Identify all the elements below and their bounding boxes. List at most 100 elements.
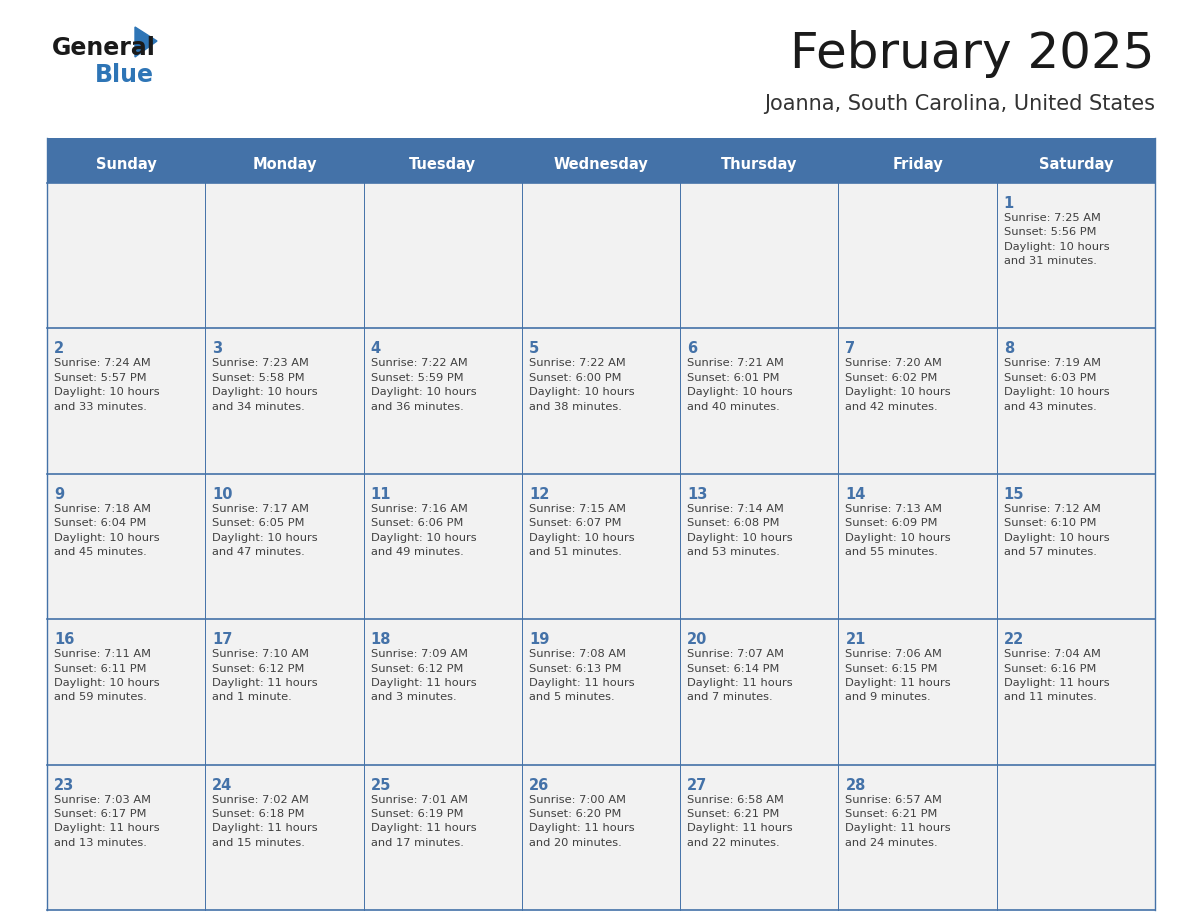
Text: Sunrise: 7:06 AM
Sunset: 6:15 PM
Daylight: 11 hours
and 9 minutes.: Sunrise: 7:06 AM Sunset: 6:15 PM Dayligh…	[846, 649, 952, 702]
Text: Wednesday: Wednesday	[554, 156, 649, 172]
Bar	[839, 145, 997, 183]
Text: Sunrise: 7:15 AM
Sunset: 6:07 PM
Daylight: 10 hours
and 51 minutes.: Sunrise: 7:15 AM Sunset: 6:07 PM Dayligh…	[529, 504, 634, 557]
Text: February 2025: February 2025	[790, 30, 1155, 78]
Text: 11: 11	[371, 487, 391, 502]
Text: Sunrise: 7:04 AM
Sunset: 6:16 PM
Daylight: 11 hours
and 11 minutes.: Sunrise: 7:04 AM Sunset: 6:16 PM Dayligh…	[1004, 649, 1110, 702]
Bar	[681, 620, 839, 765]
Text: Sunrise: 7:16 AM
Sunset: 6:06 PM
Daylight: 10 hours
and 49 minutes.: Sunrise: 7:16 AM Sunset: 6:06 PM Dayligh…	[371, 504, 476, 557]
Text: Sunrise: 7:12 AM
Sunset: 6:10 PM
Daylight: 10 hours
and 57 minutes.: Sunrise: 7:12 AM Sunset: 6:10 PM Dayligh…	[1004, 504, 1110, 557]
Text: 10: 10	[213, 487, 233, 502]
Bar	[48, 765, 206, 910]
Text: Blue: Blue	[95, 63, 154, 87]
Bar	[364, 474, 522, 620]
Bar	[48, 183, 206, 329]
Bar	[839, 765, 997, 910]
Text: 23: 23	[53, 778, 74, 792]
Text: 17: 17	[213, 633, 233, 647]
Bar	[206, 474, 364, 620]
Text: Sunrise: 7:22 AM
Sunset: 5:59 PM
Daylight: 10 hours
and 36 minutes.: Sunrise: 7:22 AM Sunset: 5:59 PM Dayligh…	[371, 358, 476, 411]
Bar	[364, 765, 522, 910]
Text: Sunrise: 7:17 AM
Sunset: 6:05 PM
Daylight: 10 hours
and 47 minutes.: Sunrise: 7:17 AM Sunset: 6:05 PM Dayligh…	[213, 504, 318, 557]
Text: Sunrise: 7:09 AM
Sunset: 6:12 PM
Daylight: 11 hours
and 3 minutes.: Sunrise: 7:09 AM Sunset: 6:12 PM Dayligh…	[371, 649, 476, 702]
Text: 16: 16	[53, 633, 75, 647]
Bar	[681, 183, 839, 329]
Bar	[681, 145, 839, 183]
Text: Sunrise: 6:57 AM
Sunset: 6:21 PM
Daylight: 11 hours
and 24 minutes.: Sunrise: 6:57 AM Sunset: 6:21 PM Dayligh…	[846, 795, 952, 848]
Text: Sunrise: 7:00 AM
Sunset: 6:20 PM
Daylight: 11 hours
and 20 minutes.: Sunrise: 7:00 AM Sunset: 6:20 PM Dayligh…	[529, 795, 634, 848]
Text: 25: 25	[371, 778, 391, 792]
Bar	[997, 329, 1155, 474]
Text: Saturday: Saturday	[1038, 156, 1113, 172]
Text: Thursday: Thursday	[721, 156, 797, 172]
Text: 5: 5	[529, 341, 539, 356]
Text: 21: 21	[846, 633, 866, 647]
Bar	[206, 329, 364, 474]
Bar	[839, 183, 997, 329]
Bar	[48, 145, 206, 183]
Polygon shape	[135, 27, 157, 57]
Bar	[522, 765, 681, 910]
Text: 26: 26	[529, 778, 549, 792]
Bar	[522, 145, 681, 183]
Text: 27: 27	[687, 778, 707, 792]
Bar	[681, 474, 839, 620]
Bar	[206, 183, 364, 329]
Bar	[206, 620, 364, 765]
Text: 18: 18	[371, 633, 391, 647]
Text: 22: 22	[1004, 633, 1024, 647]
Bar	[48, 138, 1155, 145]
Text: 12: 12	[529, 487, 549, 502]
Bar	[48, 620, 206, 765]
Bar	[522, 474, 681, 620]
Text: Sunrise: 7:14 AM
Sunset: 6:08 PM
Daylight: 10 hours
and 53 minutes.: Sunrise: 7:14 AM Sunset: 6:08 PM Dayligh…	[687, 504, 792, 557]
Text: 4: 4	[371, 341, 380, 356]
Text: Sunrise: 7:23 AM
Sunset: 5:58 PM
Daylight: 10 hours
and 34 minutes.: Sunrise: 7:23 AM Sunset: 5:58 PM Dayligh…	[213, 358, 318, 411]
Text: General: General	[52, 36, 156, 60]
Bar	[364, 145, 522, 183]
Bar	[997, 474, 1155, 620]
Bar	[48, 474, 206, 620]
Text: Sunrise: 7:22 AM
Sunset: 6:00 PM
Daylight: 10 hours
and 38 minutes.: Sunrise: 7:22 AM Sunset: 6:00 PM Dayligh…	[529, 358, 634, 411]
Text: 20: 20	[687, 633, 708, 647]
Text: 15: 15	[1004, 487, 1024, 502]
Bar	[997, 145, 1155, 183]
Text: 2: 2	[53, 341, 64, 356]
Text: Tuesday: Tuesday	[409, 156, 476, 172]
Bar	[839, 474, 997, 620]
Text: 3: 3	[213, 341, 222, 356]
Text: 14: 14	[846, 487, 866, 502]
Bar	[206, 145, 364, 183]
Bar	[522, 329, 681, 474]
Bar	[839, 329, 997, 474]
Text: Sunrise: 7:01 AM
Sunset: 6:19 PM
Daylight: 11 hours
and 17 minutes.: Sunrise: 7:01 AM Sunset: 6:19 PM Dayligh…	[371, 795, 476, 848]
Text: Sunrise: 7:07 AM
Sunset: 6:14 PM
Daylight: 11 hours
and 7 minutes.: Sunrise: 7:07 AM Sunset: 6:14 PM Dayligh…	[687, 649, 792, 702]
Text: Sunrise: 7:03 AM
Sunset: 6:17 PM
Daylight: 11 hours
and 13 minutes.: Sunrise: 7:03 AM Sunset: 6:17 PM Dayligh…	[53, 795, 159, 848]
Text: Sunrise: 7:08 AM
Sunset: 6:13 PM
Daylight: 11 hours
and 5 minutes.: Sunrise: 7:08 AM Sunset: 6:13 PM Dayligh…	[529, 649, 634, 702]
Bar	[997, 765, 1155, 910]
Bar	[681, 329, 839, 474]
Bar	[681, 765, 839, 910]
Bar	[522, 183, 681, 329]
Text: Sunrise: 7:21 AM
Sunset: 6:01 PM
Daylight: 10 hours
and 40 minutes.: Sunrise: 7:21 AM Sunset: 6:01 PM Dayligh…	[687, 358, 792, 411]
Text: Sunrise: 7:02 AM
Sunset: 6:18 PM
Daylight: 11 hours
and 15 minutes.: Sunrise: 7:02 AM Sunset: 6:18 PM Dayligh…	[213, 795, 318, 848]
Text: Sunrise: 7:20 AM
Sunset: 6:02 PM
Daylight: 10 hours
and 42 minutes.: Sunrise: 7:20 AM Sunset: 6:02 PM Dayligh…	[846, 358, 952, 411]
Text: 8: 8	[1004, 341, 1015, 356]
Text: Monday: Monday	[252, 156, 317, 172]
Text: Sunrise: 7:11 AM
Sunset: 6:11 PM
Daylight: 10 hours
and 59 minutes.: Sunrise: 7:11 AM Sunset: 6:11 PM Dayligh…	[53, 649, 159, 702]
Text: Sunrise: 7:13 AM
Sunset: 6:09 PM
Daylight: 10 hours
and 55 minutes.: Sunrise: 7:13 AM Sunset: 6:09 PM Dayligh…	[846, 504, 952, 557]
Text: Sunrise: 6:58 AM
Sunset: 6:21 PM
Daylight: 11 hours
and 22 minutes.: Sunrise: 6:58 AM Sunset: 6:21 PM Dayligh…	[687, 795, 792, 848]
Text: 24: 24	[213, 778, 233, 792]
Text: Joanna, South Carolina, United States: Joanna, South Carolina, United States	[764, 94, 1155, 114]
Text: Sunrise: 7:18 AM
Sunset: 6:04 PM
Daylight: 10 hours
and 45 minutes.: Sunrise: 7:18 AM Sunset: 6:04 PM Dayligh…	[53, 504, 159, 557]
Text: 1: 1	[1004, 196, 1015, 211]
Text: Sunrise: 7:25 AM
Sunset: 5:56 PM
Daylight: 10 hours
and 31 minutes.: Sunrise: 7:25 AM Sunset: 5:56 PM Dayligh…	[1004, 213, 1110, 266]
Text: Sunrise: 7:24 AM
Sunset: 5:57 PM
Daylight: 10 hours
and 33 minutes.: Sunrise: 7:24 AM Sunset: 5:57 PM Dayligh…	[53, 358, 159, 411]
Text: Sunrise: 7:10 AM
Sunset: 6:12 PM
Daylight: 11 hours
and 1 minute.: Sunrise: 7:10 AM Sunset: 6:12 PM Dayligh…	[213, 649, 318, 702]
Bar	[997, 183, 1155, 329]
Text: Friday: Friday	[892, 156, 943, 172]
Bar	[364, 183, 522, 329]
Text: 28: 28	[846, 778, 866, 792]
Bar	[522, 620, 681, 765]
Text: Sunrise: 7:19 AM
Sunset: 6:03 PM
Daylight: 10 hours
and 43 minutes.: Sunrise: 7:19 AM Sunset: 6:03 PM Dayligh…	[1004, 358, 1110, 411]
Bar	[48, 329, 206, 474]
